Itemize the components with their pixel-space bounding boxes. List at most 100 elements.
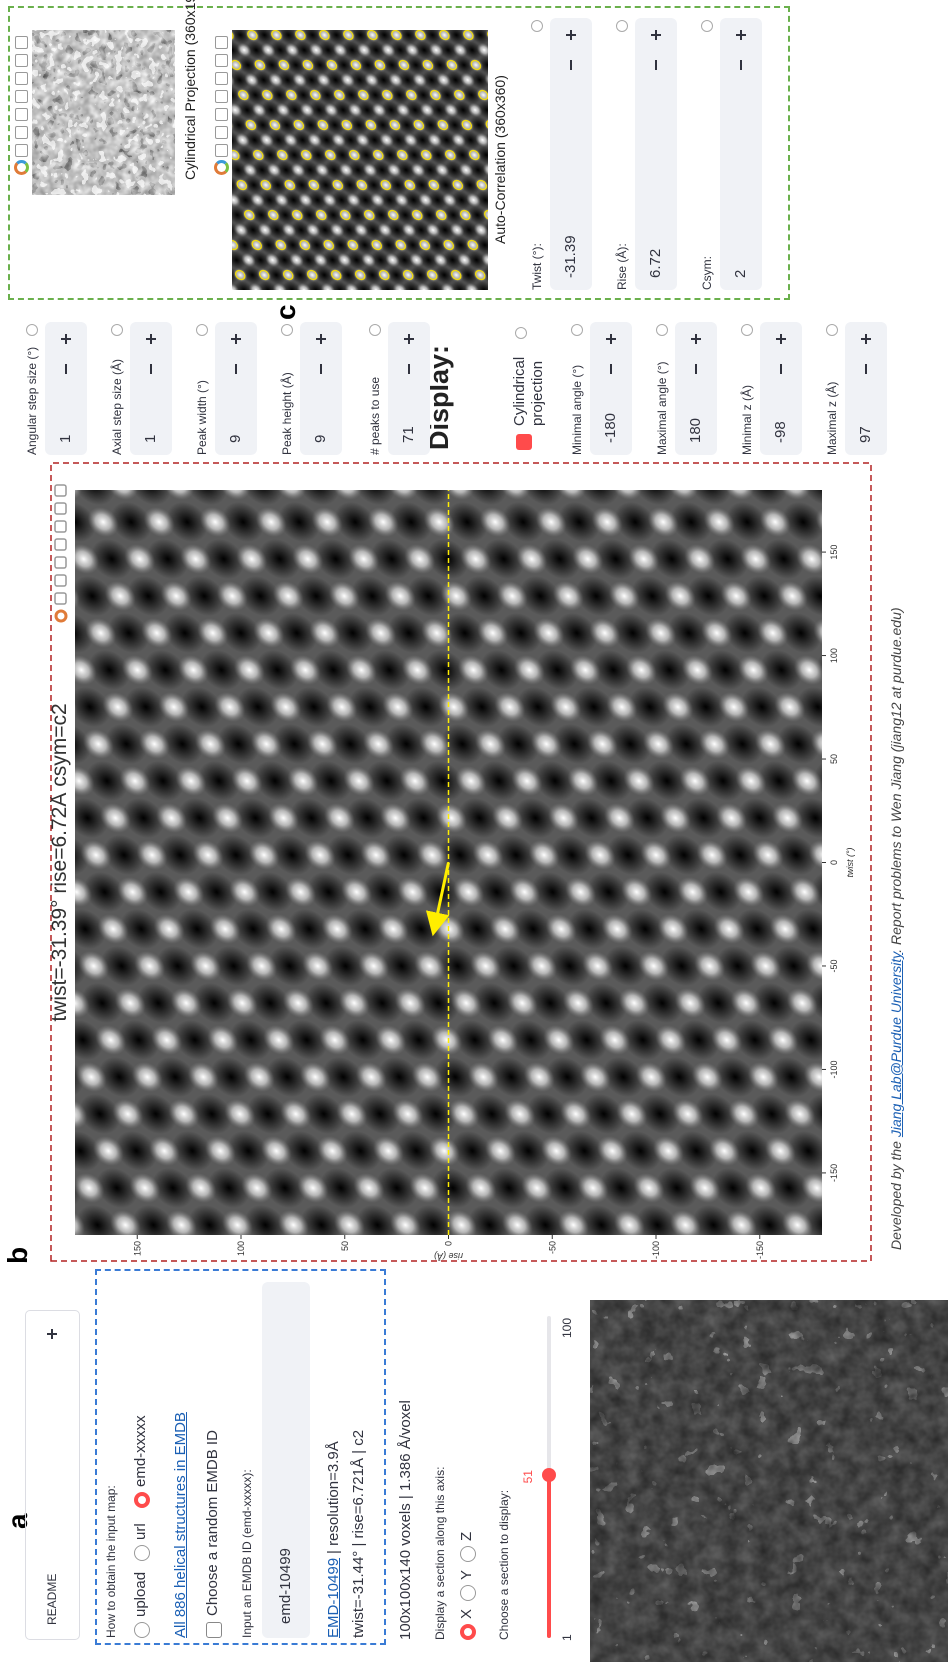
input-value: 9 (227, 435, 244, 443)
help-icon (531, 20, 543, 32)
toolbar-button[interactable] (55, 593, 66, 604)
toolbar-button[interactable] (55, 485, 66, 496)
number-input[interactable]: 9 (215, 322, 257, 455)
toolbar-button[interactable] (215, 90, 228, 103)
toolbar-button[interactable] (215, 36, 228, 49)
decrement-button[interactable] (675, 354, 717, 384)
increment-button[interactable] (635, 20, 677, 50)
readme-expander[interactable]: README (25, 1310, 80, 1640)
input-value: 1 (142, 435, 159, 443)
toolbar-button[interactable] (215, 144, 228, 157)
increment-button[interactable] (845, 324, 887, 354)
checkbox[interactable] (516, 434, 532, 450)
number-input[interactable]: 71 (388, 322, 430, 455)
radio-button[interactable] (460, 1624, 476, 1640)
radio-label: X (458, 1609, 475, 1619)
plus-icon (61, 338, 71, 340)
number-input[interactable]: -98 (760, 322, 802, 455)
minus-icon (610, 364, 612, 374)
number-input[interactable]: 180 (675, 322, 717, 455)
y-axis-title: rise (Å) (434, 1251, 463, 1261)
decrement-button[interactable] (215, 354, 257, 384)
toolbar-button[interactable] (55, 575, 66, 586)
increment-button[interactable] (300, 324, 342, 354)
input-label: Minimal angle (°) (570, 365, 584, 455)
decrement-button[interactable] (550, 50, 592, 80)
plus-icon (404, 338, 414, 340)
minus-icon (695, 364, 697, 374)
voxel-info: 100x100x140 voxels | 1.386 Å/voxel (397, 1400, 414, 1640)
number-input[interactable]: 2 (720, 18, 762, 290)
slider-handle[interactable] (542, 1468, 556, 1482)
radio-button[interactable] (460, 1585, 476, 1601)
decrement-button[interactable] (130, 354, 172, 384)
increment-button[interactable] (675, 324, 717, 354)
toolbar-button[interactable] (15, 54, 28, 67)
number-input[interactable]: 9 (300, 322, 342, 455)
toolbar-button[interactable] (215, 108, 228, 121)
decrement-button[interactable] (635, 50, 677, 80)
input-value: 180 (687, 418, 704, 443)
section-label: Choose a section to display: (497, 1490, 511, 1640)
decrement-button[interactable] (388, 354, 430, 384)
radio-label: upload (132, 1572, 149, 1617)
radio-button[interactable] (134, 1622, 150, 1638)
footer: Developed by the Jiang Lab@Purdue Univer… (888, 607, 904, 1250)
emdb-entry-link[interactable]: EMD-10499 (325, 1558, 342, 1638)
toolbar-button[interactable] (15, 90, 28, 103)
input-label: # peaks to use (368, 377, 382, 455)
section-image (590, 1300, 948, 1662)
toolbar-button[interactable] (15, 72, 28, 85)
increment-button[interactable] (720, 20, 762, 50)
decrement-button[interactable] (720, 50, 762, 80)
increment-button[interactable] (590, 324, 632, 354)
decrement-button[interactable] (300, 354, 342, 384)
increment-button[interactable] (550, 20, 592, 50)
increment-button[interactable] (215, 324, 257, 354)
input-value: 97 (857, 426, 874, 443)
number-input[interactable]: 1 (130, 322, 172, 455)
number-input[interactable]: 6.72 (635, 18, 677, 290)
decrement-button[interactable] (45, 354, 87, 384)
footer-text: . Report problems to Wen Jiang (jiang12 … (888, 607, 904, 952)
plus-icon (776, 338, 786, 340)
emdb-input[interactable]: emd-10499 (262, 1282, 310, 1638)
input-label: Twist (°): (530, 243, 544, 290)
toolbar-button[interactable] (215, 126, 228, 139)
radio-button[interactable] (134, 1545, 150, 1561)
toolbar-button[interactable] (55, 521, 66, 532)
toolbar-button[interactable] (55, 539, 66, 550)
radio-button[interactable] (134, 1492, 150, 1508)
toolbar-button[interactable] (215, 72, 228, 85)
toolbar-button[interactable] (215, 54, 228, 67)
checkbox[interactable] (206, 1622, 222, 1638)
increment-button[interactable] (45, 324, 87, 354)
number-input[interactable]: 1 (45, 322, 87, 455)
y-tick-label: -150 (755, 1241, 765, 1259)
toolbar-button[interactable] (55, 503, 66, 514)
increment-button[interactable] (130, 324, 172, 354)
radio-button[interactable] (460, 1546, 476, 1562)
input-value: 2 (732, 270, 749, 278)
y-tick-label: 0 (444, 1241, 454, 1246)
decrement-button[interactable] (760, 354, 802, 384)
toolbar-button[interactable] (15, 108, 28, 121)
toolbar-button[interactable] (15, 36, 28, 49)
footer-link[interactable]: Jiang Lab@Purdue University (888, 953, 904, 1137)
increment-button[interactable] (388, 324, 430, 354)
decrement-button[interactable] (845, 354, 887, 384)
toolbar-button[interactable] (15, 126, 28, 139)
emdb-input-label: Input an EMDB ID (emd-xxxxx): (240, 1469, 254, 1638)
slider-fill (547, 1475, 551, 1638)
increment-button[interactable] (760, 324, 802, 354)
toolbar-button[interactable] (15, 144, 28, 157)
emdb-list-link[interactable]: All 886 helical structures in EMDB (172, 1412, 189, 1638)
number-input[interactable]: -31.39 (550, 18, 592, 290)
decrement-button[interactable] (590, 354, 632, 384)
toolbar-button[interactable] (55, 557, 66, 568)
number-input[interactable]: 97 (845, 322, 887, 455)
number-input[interactable]: -180 (590, 322, 632, 455)
x-tick-label: -50 (829, 959, 839, 972)
